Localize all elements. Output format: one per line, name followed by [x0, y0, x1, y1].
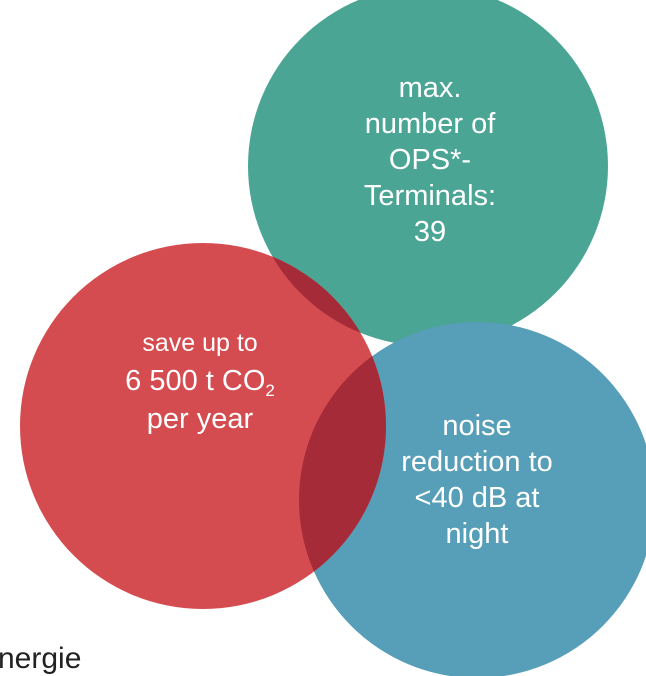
noise-label: noise reduction to <40 dB at night: [377, 408, 577, 552]
co2-label: save up to 6 500 t CO2 per year: [100, 325, 300, 437]
ops-terminals-label: max. number of OPS*- Terminals: 39: [330, 70, 530, 250]
ops-line-5: 39: [413, 216, 447, 248]
co2-subscript: 2: [265, 381, 275, 400]
circle-ops-terminals: [248, 0, 608, 346]
ops-line-3: OPS*-: [388, 144, 472, 176]
footer-text-fragment: nergie: [0, 642, 82, 675]
noise-line-3: <40 dB at: [414, 482, 540, 514]
circle-co2: [20, 243, 386, 609]
ops-line-2: number of: [364, 108, 496, 140]
noise-line-4: night: [445, 518, 509, 550]
ops-line-4: Terminals:: [363, 180, 497, 212]
co2-amount-text: 6 500 t CO: [125, 365, 266, 397]
co2-line-3: per year: [146, 403, 254, 435]
noise-line-2: reduction to: [401, 446, 553, 478]
ops-line-1: max.: [398, 72, 462, 104]
circle-noise: [299, 322, 646, 676]
noise-line-1: noise: [442, 410, 512, 442]
co2-amount: 6 500 t CO2: [100, 361, 300, 401]
co2-line-1: save up to: [142, 329, 258, 357]
